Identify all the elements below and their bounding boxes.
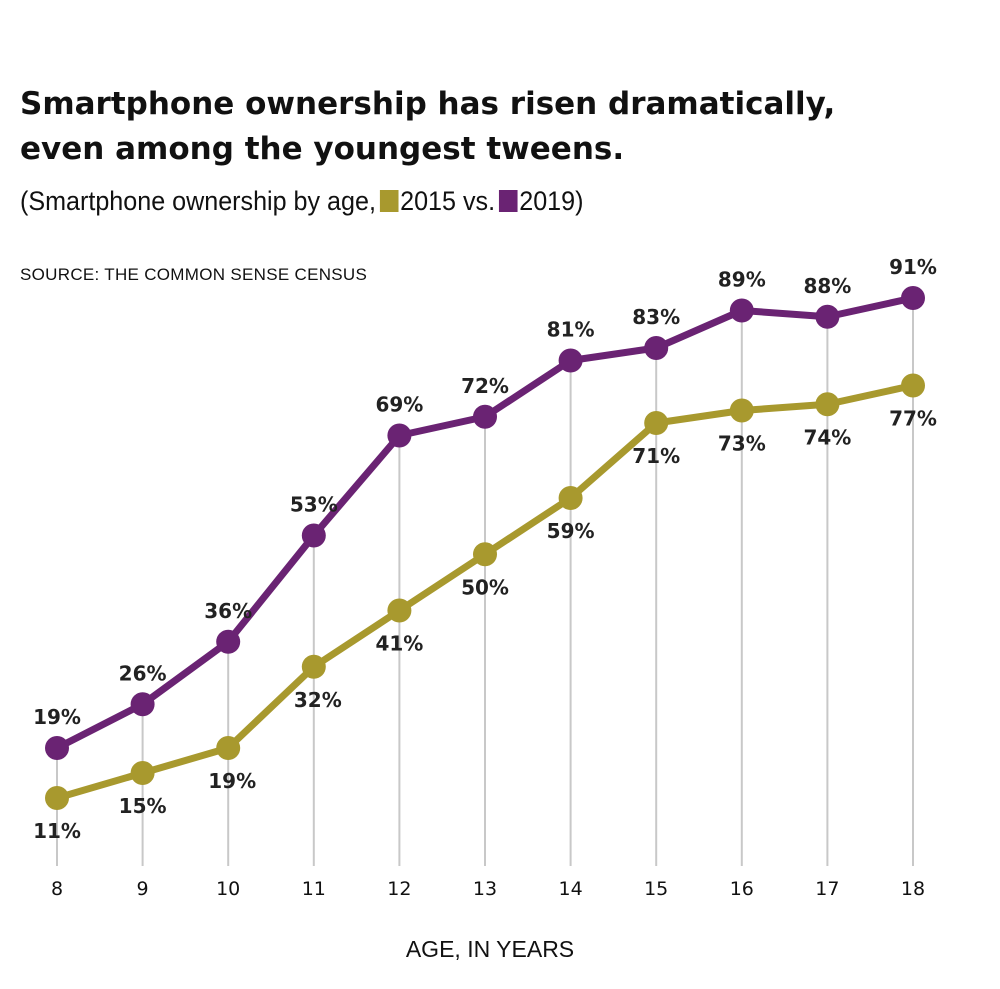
x-tick-label: 11 — [302, 878, 326, 900]
data-point-2019 — [130, 692, 155, 717]
data-point-2015 — [729, 398, 754, 423]
data-label-2015: 11% — [33, 819, 81, 843]
data-point-2019 — [815, 304, 840, 329]
data-label-2019: 88% — [803, 274, 851, 298]
data-label-2015: 77% — [889, 407, 937, 431]
data-point-2019 — [729, 298, 754, 323]
data-label-2019: 81% — [547, 318, 595, 342]
data-label-2015: 32% — [294, 688, 342, 712]
data-point-2019 — [473, 404, 497, 429]
data-point-2015 — [473, 542, 497, 567]
chart-title: Smartphone ownership has risen dramatica… — [20, 82, 835, 172]
data-point-2015 — [45, 786, 69, 810]
data-point-2015 — [216, 736, 241, 760]
legend-label-2015: 2015 vs. — [400, 186, 496, 216]
x-tick-label: 18 — [901, 878, 925, 900]
data-point-2019 — [301, 523, 326, 548]
data-label-2019: 83% — [632, 305, 680, 329]
x-tick-label: 16 — [730, 878, 754, 900]
data-point-2019 — [901, 286, 925, 310]
data-label-2019: 36% — [204, 599, 252, 623]
data-label-2019: 89% — [718, 268, 766, 292]
x-tick-label: 14 — [559, 878, 583, 900]
legend-swatch-2019 — [498, 190, 518, 212]
data-label-2015: 71% — [632, 444, 680, 468]
x-tick-label: 10 — [216, 878, 240, 900]
x-tick-label: 15 — [644, 878, 668, 900]
legend-label-2019: 2019) — [519, 186, 584, 216]
x-tick-label: 13 — [473, 878, 497, 900]
legend-swatch-2015 — [379, 190, 399, 212]
title-line-2: even among the youngest tweens. — [20, 131, 625, 167]
data-point-2015 — [387, 598, 412, 623]
x-tick-label: 8 — [51, 878, 63, 900]
x-axis-label: AGE, IN YEARS — [406, 936, 574, 962]
data-label-2015: 74% — [803, 425, 851, 449]
data-label-2019: 26% — [119, 661, 167, 685]
data-point-2015 — [301, 654, 326, 679]
subtitle-text: (Smartphone ownership by age, — [20, 186, 376, 216]
data-point-2015 — [901, 373, 925, 398]
data-label-2015: 19% — [208, 769, 256, 793]
source-note: SOURCE: THE COMMON SENSE CENSUS — [20, 265, 368, 284]
data-point-2019 — [644, 336, 669, 360]
data-point-2019 — [387, 423, 412, 448]
data-label-2015: 73% — [718, 432, 766, 456]
x-tick-label: 17 — [815, 878, 839, 900]
data-label-2015: 15% — [119, 794, 167, 818]
data-label-2015: 41% — [375, 632, 423, 656]
data-point-2015 — [815, 392, 840, 417]
data-point-2015 — [558, 486, 583, 510]
data-label-2019: 69% — [375, 393, 423, 417]
data-label-2019: 53% — [290, 493, 338, 517]
data-label-2015: 59% — [547, 519, 595, 543]
x-tick-label: 12 — [387, 878, 411, 900]
title-line-1: Smartphone ownership has risen dramatica… — [20, 86, 836, 122]
data-point-2019 — [558, 348, 583, 373]
data-label-2019: 19% — [33, 705, 81, 729]
data-point-2015 — [130, 761, 155, 785]
data-label-2019: 72% — [461, 374, 509, 398]
data-label-2015: 50% — [461, 575, 509, 599]
x-tick-label: 9 — [137, 878, 149, 900]
data-point-2015 — [644, 411, 669, 435]
data-point-2019 — [45, 736, 69, 760]
data-label-2019: 91% — [889, 255, 937, 279]
data-point-2019 — [216, 629, 241, 654]
chart-subtitle: (Smartphone ownership by age, 2015 vs. 201… — [20, 186, 583, 217]
